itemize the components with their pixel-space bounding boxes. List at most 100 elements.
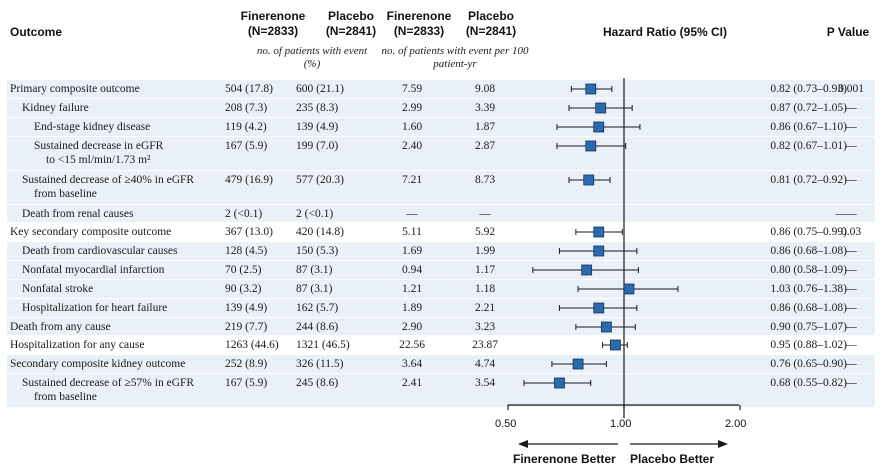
outcome-name-line1: Sustained decrease of ≥57% in eGFR (22, 377, 195, 389)
finerenone-rate: 1.89 (401, 302, 423, 314)
placebo-events: 420 (14.8) (296, 226, 344, 238)
placebo-events: 244 (8.6) (296, 321, 339, 333)
finerenone-rate: 7.21 (401, 174, 423, 186)
finerenone-events: 167 (5.9) (225, 377, 268, 389)
placebo-better-label: Placebo Better (630, 452, 715, 466)
placebo-rate: 3.23 (474, 321, 496, 333)
hazard-ratio-marker (572, 358, 584, 370)
outcome-name-line1: End-stage kidney disease (34, 121, 151, 133)
placebo-rate: 3.54 (474, 377, 496, 389)
subheader-patients: no. of patients with event (%) (256, 45, 368, 70)
header-placebo-count: Placebo (N=2841) (314, 9, 388, 39)
placebo-rate: 1.17 (474, 264, 496, 276)
tick-label-100: 1.00 (610, 418, 632, 430)
hazard-ratio-marker (554, 377, 565, 389)
tick-label-200: 2.00 (725, 418, 747, 430)
placebo-events: 87 (3.1) (296, 264, 333, 276)
p-value: 0.03 (840, 226, 862, 238)
hazard-ratio-marker (610, 339, 621, 351)
p-value: 0.001 (838, 83, 864, 95)
finerenone-rate: — (406, 208, 418, 220)
finerenone-events: 208 (7.3) (225, 102, 268, 114)
table-row: Secondary composite kidney outcome 252 (8… (7, 355, 875, 373)
placebo-rate: 1.18 (474, 283, 496, 295)
finerenone-events: 128 (4.5) (225, 245, 268, 257)
finerenone-events: 252 (8.9) (225, 358, 268, 370)
placebo-rate: — (479, 208, 491, 220)
hazard-ratio-value: 0.95 (0.88–1.02) (770, 339, 847, 351)
table-row: Death from renal causes 2 (<0.1) 2 (<0.1) —… (7, 205, 875, 222)
header-finerenone-n: (N=2833) (247, 24, 299, 38)
outcome-name-line1: Hospitalization for heart failure (22, 302, 168, 314)
outcome-name: Nonfatal stroke (22, 282, 93, 296)
hazard-ratio-value: 0.68 (0.55–0.82) (770, 377, 847, 389)
hazard-ratio-value: 0.86 (0.68–1.08) (770, 302, 847, 314)
hazard-ratio-value: 0.86 (0.67–1.10) (770, 121, 847, 133)
hazard-ratio-marker (593, 226, 605, 238)
p-value: — (845, 321, 857, 333)
table-row: Hospitalization for heart failure 139 (4.… (7, 299, 875, 317)
p-value: — (845, 377, 857, 389)
finerenone-events: 367 (13.0) (225, 226, 273, 238)
outcome-name-line1: Death from cardiovascular causes (22, 245, 178, 257)
header-p-value: P Value (826, 25, 870, 39)
placebo-rate: 4.74 (474, 358, 496, 370)
finerenone-rate: 22.56 (399, 339, 425, 351)
left-arrow-head (518, 440, 528, 448)
finerenone-rate: 1.60 (401, 121, 423, 133)
hazard-ratio-value: — (835, 208, 848, 220)
table-row: Sustained decrease in eGFR to <15 ml/min/… (7, 137, 875, 170)
header-finerenone-label: Finerenone (240, 9, 306, 23)
hazard-ratio-marker (585, 140, 597, 152)
hazard-ratio-value: 0.90 (0.75–1.07) (770, 321, 847, 333)
table-row: Nonfatal myocardial infarction 70 (2.5) 87… (7, 261, 875, 279)
placebo-events: 326 (11.5) (296, 358, 344, 370)
finerenone-events: 119 (4.2) (225, 121, 267, 133)
hazard-ratio-value: 1.03 (0.76–1.38) (770, 283, 847, 295)
outcome-name: Hospitalization for heart failure (22, 301, 167, 315)
table-row: Kidney failure 208 (7.3) 235 (8.3) 2.99 3.39… (7, 99, 875, 117)
outcome-name: Hospitalization for any cause (10, 338, 144, 352)
finerenone-rate: 2.40 (401, 140, 423, 152)
finerenone-events: 2 (<0.1) (225, 208, 263, 220)
p-value: — (845, 121, 857, 133)
outcome-name-line1: Death from renal causes (22, 208, 134, 220)
finerenone-events: 1263 (44.6) (225, 339, 279, 351)
finerenone-rate: 2.41 (401, 377, 423, 389)
outcome-name: Key secondary composite outcome (10, 225, 171, 239)
hazard-ratio-value: 0.86 (0.68–1.08) (770, 245, 847, 257)
header-placebo-rate: Placebo (N=2841) (454, 9, 528, 39)
finerenone-rate: 2.99 (401, 102, 423, 114)
outcome-name-line2: to <15 ml/min/1.73 m² (46, 154, 151, 166)
p-value: — (845, 102, 857, 114)
outcome-name-line1: Sustained decrease of ≥40% in eGFR (22, 174, 195, 186)
table-row: Key secondary composite outcome 367 (13.0… (7, 223, 875, 241)
finerenone-events: 219 (7.7) (225, 321, 268, 333)
placebo-rate: 1.87 (474, 121, 496, 133)
header-finerenone-rate: Finerenone (N=2833) (382, 9, 456, 39)
placebo-events: 139 (4.9) (296, 121, 339, 133)
table-row: Death from any cause 219 (7.7) 244 (8.6) 2.… (7, 318, 875, 335)
header-finerenone2-label: Finerenone (386, 9, 452, 23)
placebo-events: 199 (7.0) (296, 140, 339, 152)
p-value: — (845, 174, 857, 186)
outcome-name-line1: Key secondary composite outcome (10, 226, 172, 238)
hazard-ratio-marker (593, 245, 605, 257)
placebo-events: 600 (21.1) (296, 83, 344, 95)
outcome-name-line1: Nonfatal myocardial infarction (22, 264, 165, 276)
right-arrow-head (718, 440, 728, 448)
finerenone-rate: 7.59 (401, 83, 423, 95)
p-value: — (845, 264, 857, 276)
outcome-name-line1: Secondary composite kidney outcome (10, 358, 186, 370)
placebo-rate: 5.92 (474, 226, 496, 238)
hazard-ratio-value: 0.82 (0.73–0.93) (770, 83, 847, 95)
hazard-ratio-value: 0.87 (0.72–1.05) (770, 102, 847, 114)
p-value: — (845, 245, 857, 257)
outcome-name-line1: Primary composite outcome (10, 83, 140, 95)
hazard-ratio-value: 0.80 (0.58–1.09) (770, 264, 847, 276)
outcome-name-line1: Death from any cause (10, 321, 111, 333)
p-value: — (845, 339, 857, 351)
placebo-rate: 8.73 (474, 174, 496, 186)
outcome-name: Sustained decrease in eGFR to <15 ml/min/… (34, 139, 163, 167)
placebo-events: 162 (5.7) (296, 302, 339, 314)
